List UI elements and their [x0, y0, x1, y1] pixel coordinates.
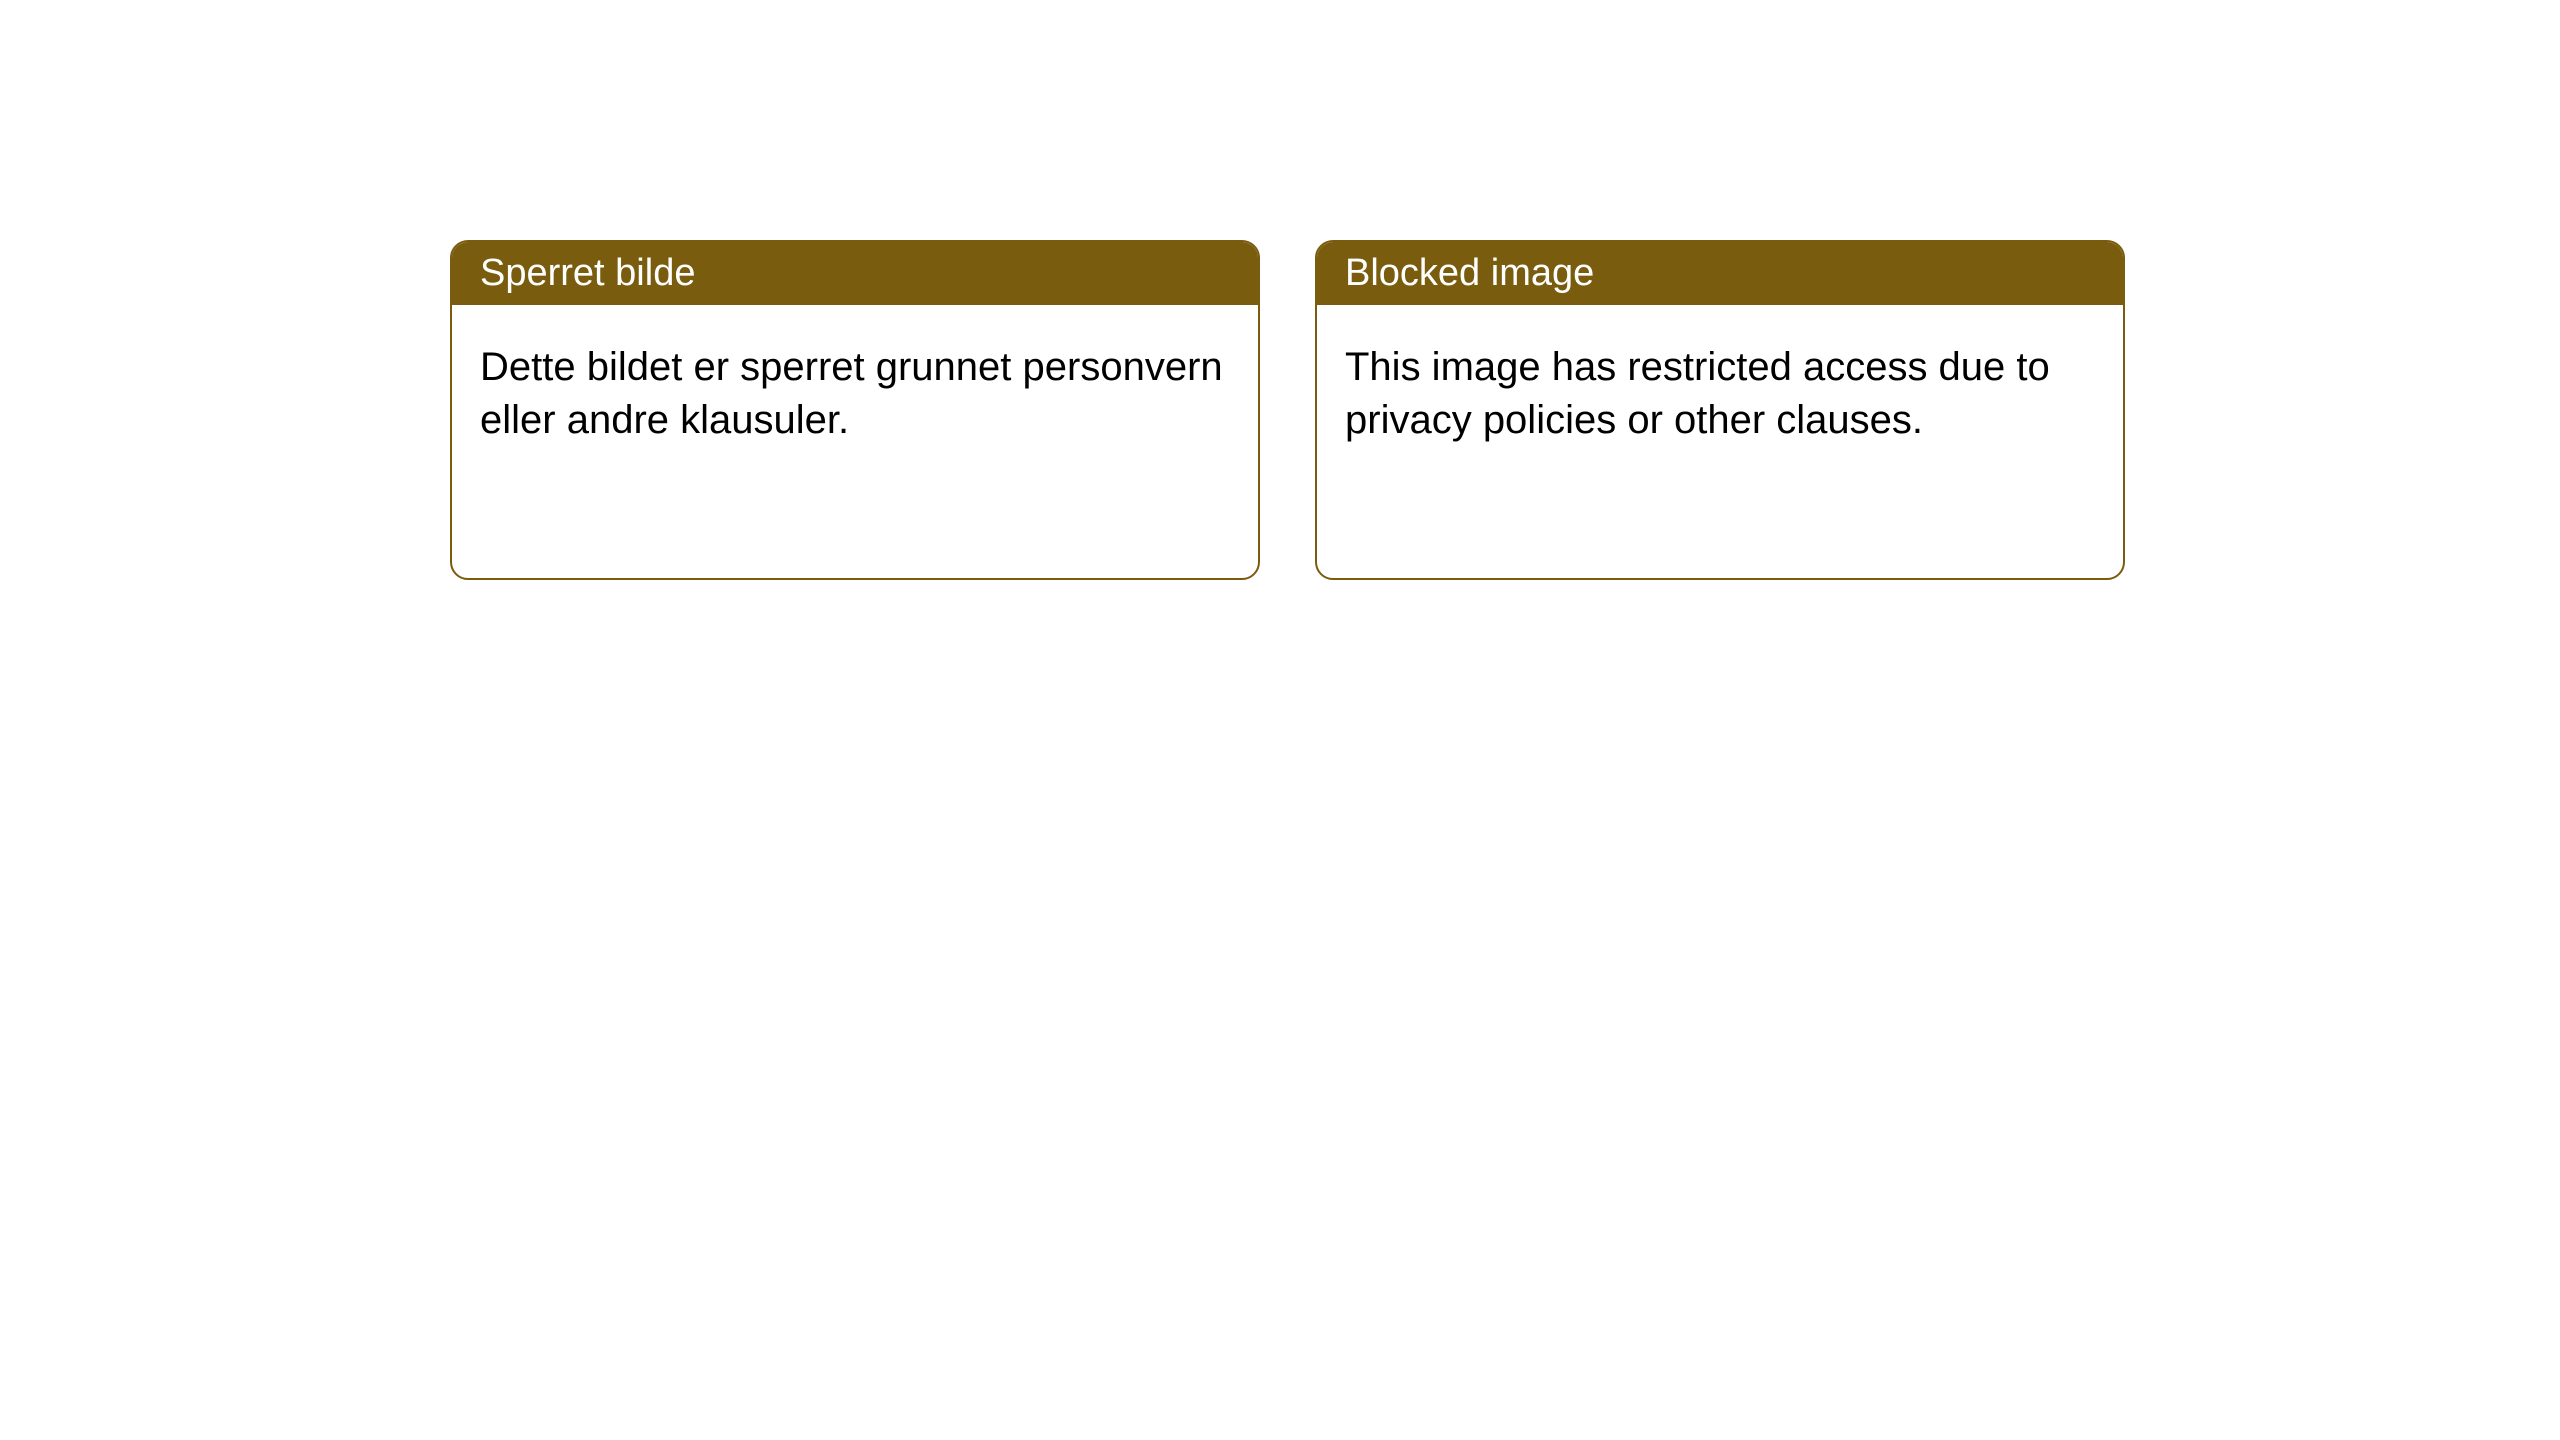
notice-box-english: Blocked image This image has restricted … — [1315, 240, 2125, 580]
notice-container: Sperret bilde Dette bildet er sperret gr… — [0, 0, 2560, 580]
notice-header: Blocked image — [1317, 242, 2123, 305]
notice-body: Dette bildet er sperret grunnet personve… — [452, 305, 1258, 483]
notice-body: This image has restricted access due to … — [1317, 305, 2123, 483]
notice-header: Sperret bilde — [452, 242, 1258, 305]
notice-box-norwegian: Sperret bilde Dette bildet er sperret gr… — [450, 240, 1260, 580]
